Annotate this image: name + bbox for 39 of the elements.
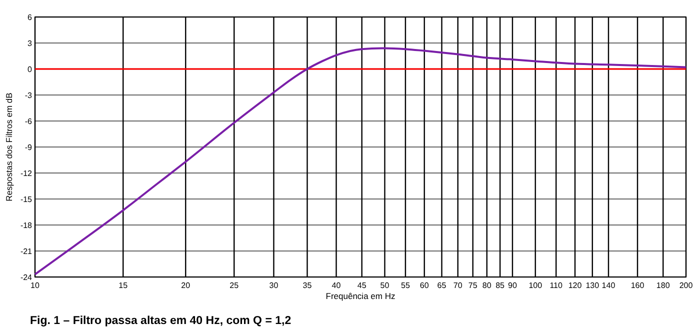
x-tick-label: 90 <box>508 281 518 290</box>
x-tick-label: 140 <box>602 281 616 290</box>
x-tick-label: 85 <box>496 281 506 290</box>
x-tick-label: 25 <box>230 281 240 290</box>
x-tick-label: 15 <box>118 281 128 290</box>
x-tick-label: 200 <box>679 281 694 290</box>
x-tick-label: 55 <box>401 281 410 290</box>
x-tick-label: 80 <box>482 281 492 290</box>
x-tick-label: 100 <box>528 281 543 290</box>
x-tick-label: 35 <box>302 281 312 290</box>
x-tick-label: 20 <box>181 281 191 290</box>
x-tick-label: 30 <box>269 281 279 290</box>
x-tick-label: 70 <box>453 281 463 290</box>
y-tick-label: -21 <box>20 246 33 256</box>
x-tick-label: 160 <box>630 281 645 290</box>
x-tick-label: 110 <box>550 281 564 290</box>
x-tick-label: 40 <box>332 281 342 290</box>
y-tick-label: -3 <box>24 90 33 100</box>
y-tick-label: -15 <box>20 194 33 204</box>
caption: Fig. 1 – Filtro passa altas em 40 Hz, com Q = 1,2 <box>30 315 292 327</box>
y-tick-label: -9 <box>24 142 33 152</box>
x-tick-label: 75 <box>468 281 478 290</box>
y-tick-label: -24 <box>20 272 33 282</box>
x-tick-label: 65 <box>437 281 447 290</box>
y-tick-label: 6 <box>28 12 33 22</box>
y-tick-label: -6 <box>24 116 33 126</box>
x-tick-label: 10 <box>30 281 40 290</box>
x-tick-label: 180 <box>656 281 670 290</box>
y-tick-label: 0 <box>28 64 33 74</box>
y-tick-label: -12 <box>20 168 33 178</box>
x-tick-label: 120 <box>568 281 582 290</box>
y-tick-label: 3 <box>28 38 33 48</box>
x-tick-label: 130 <box>586 281 600 290</box>
y-axis-title: Respostas dos Filtros em dB <box>4 92 14 202</box>
x-axis-title: Frequência em Hz <box>326 291 396 301</box>
x-tick-label: 45 <box>357 281 367 290</box>
x-tick-label: 60 <box>420 281 430 290</box>
x-tick-label: 50 <box>380 281 390 290</box>
y-tick-label: -18 <box>20 220 33 230</box>
